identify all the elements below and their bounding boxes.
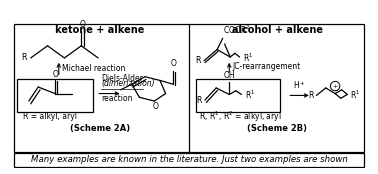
Text: O: O: [152, 102, 158, 111]
Text: O: O: [53, 70, 59, 79]
Text: R$^1$: R$^1$: [245, 88, 256, 101]
Text: ketone + alkene: ketone + alkene: [55, 25, 145, 35]
Text: R$^1$: R$^1$: [350, 88, 360, 101]
Text: JC-rearrangement: JC-rearrangement: [232, 62, 301, 71]
Text: (Scheme 2A): (Scheme 2A): [70, 124, 130, 133]
Text: +: +: [333, 84, 338, 89]
Text: Diels-Alder: Diels-Alder: [101, 74, 143, 83]
Text: O: O: [79, 20, 85, 29]
Text: R: R: [197, 96, 202, 105]
Bar: [14, 24, 364, 152]
Text: reaction: reaction: [101, 94, 132, 104]
Text: (dimerization): (dimerization): [101, 79, 155, 88]
Text: R: R: [22, 53, 27, 62]
Text: COOR$^2$: COOR$^2$: [223, 24, 250, 36]
Text: O: O: [171, 59, 177, 68]
Text: alcohol + alkene: alcohol + alkene: [232, 25, 322, 35]
Text: OH: OH: [223, 72, 235, 80]
Text: R, R$^1$, R$^2$ = alkyl, aryl: R, R$^1$, R$^2$ = alkyl, aryl: [199, 110, 282, 124]
Bar: [14, 153, 364, 167]
Text: R: R: [196, 56, 201, 65]
Text: R$^1$: R$^1$: [243, 52, 254, 64]
Bar: [17, 79, 93, 112]
Text: Michael reaction: Michael reaction: [62, 64, 125, 73]
Text: Many examples are known in the literature. Just two examples are shown: Many examples are known in the literatur…: [31, 155, 347, 164]
Text: R: R: [308, 91, 314, 100]
Bar: [195, 79, 280, 112]
Text: H$^+$: H$^+$: [293, 79, 306, 91]
Text: R = alkyl, aryl: R = alkyl, aryl: [23, 112, 77, 121]
Text: (Scheme 2B): (Scheme 2B): [247, 124, 307, 133]
